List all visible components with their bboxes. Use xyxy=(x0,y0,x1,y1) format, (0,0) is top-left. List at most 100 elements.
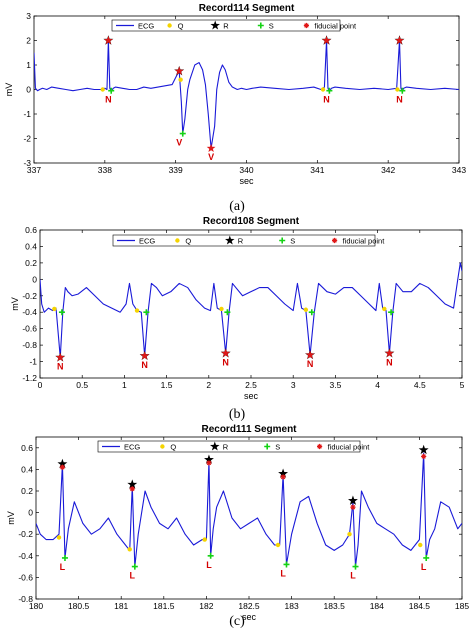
y-axis-label: mV xyxy=(6,511,16,525)
fiducial-point-marker xyxy=(322,35,331,45)
q-point-marker xyxy=(127,547,132,552)
legend-entry-label: Q xyxy=(185,236,191,245)
beat-type-label: N xyxy=(141,360,148,370)
fiducial-point-marker xyxy=(280,474,286,480)
legend-fiducial-swatch xyxy=(332,237,338,244)
y-tick-label: -1 xyxy=(29,357,37,367)
x-tick-label: 2 xyxy=(206,380,211,390)
x-axis-label: sec xyxy=(239,176,254,186)
legend-q-swatch xyxy=(175,238,180,243)
beat-type-label: N xyxy=(323,95,330,105)
y-tick-label: -1.2 xyxy=(22,373,37,383)
s-point-marker xyxy=(388,309,395,316)
beat-type-label: N xyxy=(396,95,403,105)
r-point-marker xyxy=(127,479,138,489)
x-tick-label: 1 xyxy=(122,380,127,390)
x-tick-label: 0.5 xyxy=(76,380,88,390)
q-point-marker xyxy=(418,542,423,548)
legend-r-swatch xyxy=(225,235,235,245)
y-tick-label: 0.4 xyxy=(21,464,33,474)
x-axis-label: sec xyxy=(242,612,257,622)
s-point-marker xyxy=(399,87,406,94)
x-tick-label: 182.5 xyxy=(238,601,260,611)
panel-caption: (a) xyxy=(229,199,245,214)
s-point-marker xyxy=(207,552,214,559)
fiducial-point-marker xyxy=(385,348,394,358)
legend-box xyxy=(97,440,361,453)
legend-q-swatch xyxy=(160,444,165,449)
fiducial-point-marker xyxy=(55,352,65,362)
ecg-series-line xyxy=(40,262,462,358)
beat-type-label: N xyxy=(57,361,64,371)
beat-type-label: V xyxy=(208,152,214,162)
y-tick-label: 2 xyxy=(26,36,31,46)
q-point-marker xyxy=(52,306,57,312)
x-tick-label: 2.5 xyxy=(245,380,257,390)
x-tick-label: 337 xyxy=(27,165,41,175)
y-tick-label: -0.8 xyxy=(22,340,37,350)
x-tick-label: 3 xyxy=(291,380,296,390)
x-tick-label: 1.5 xyxy=(161,380,173,390)
r-point-marker xyxy=(204,454,214,464)
x-tick-label: 181.5 xyxy=(153,601,175,611)
beat-type-label: N xyxy=(307,359,314,369)
fiducial-point-marker xyxy=(206,143,216,153)
chart-title: Record108 Segment xyxy=(203,216,300,227)
y-axis-label: mV xyxy=(4,83,14,97)
q-point-marker xyxy=(395,87,400,92)
x-tick-label: 338 xyxy=(98,165,112,175)
y-tick-label: 0.2 xyxy=(25,258,37,268)
y-tick-label: 3 xyxy=(26,11,31,21)
q-point-marker xyxy=(275,542,281,548)
y-tick-label: -0.8 xyxy=(18,594,33,604)
x-tick-label: 341 xyxy=(310,165,324,175)
s-point-marker xyxy=(143,309,150,316)
q-point-marker xyxy=(303,307,309,312)
legend-entry-label: S xyxy=(275,442,280,451)
s-point-marker xyxy=(423,554,430,561)
q-point-marker xyxy=(382,306,387,312)
x-tick-label: 342 xyxy=(381,165,395,175)
legend-fiducial-swatch xyxy=(317,443,323,450)
plot-frame xyxy=(35,436,463,600)
y-tick-label: -0.6 xyxy=(22,324,37,334)
fiducial-point-marker xyxy=(206,460,212,466)
panel-caption: (b) xyxy=(229,407,246,422)
chart-panel-1: Record114 Segment 337 338 339 340 341 342 343 -3… xyxy=(4,3,466,214)
x-tick-label: 180 xyxy=(29,601,43,611)
legend-entry-label: S xyxy=(269,21,274,30)
legend-entry-label: ECG xyxy=(124,442,140,451)
legend-entry-label: ECG xyxy=(139,236,155,245)
q-point-marker xyxy=(347,532,352,537)
y-tick-label: -0.4 xyxy=(22,307,37,317)
beat-type-label: L xyxy=(350,571,356,581)
y-tick-label: 0.6 xyxy=(21,443,33,453)
s-point-marker xyxy=(61,554,68,561)
legend-entry-label: R xyxy=(238,236,244,245)
fiducial-point-marker xyxy=(174,66,184,75)
legend-entry-label: Q xyxy=(170,442,176,451)
beat-type-label: L xyxy=(60,562,66,572)
y-tick-label: 0.6 xyxy=(25,225,37,235)
chart-title: Record111 Segment xyxy=(201,424,297,435)
x-tick-label: 340 xyxy=(239,165,253,175)
beat-type-label: V xyxy=(176,138,182,148)
fiducial-point-marker xyxy=(129,486,135,492)
legend-s-swatch xyxy=(279,237,286,244)
y-tick-label: 1 xyxy=(26,60,31,70)
y-tick-label: -2 xyxy=(23,134,31,144)
legend-box xyxy=(112,234,376,247)
x-tick-label: 185 xyxy=(455,601,469,611)
q-point-marker xyxy=(202,537,207,542)
s-point-marker xyxy=(283,561,290,568)
q-point-marker xyxy=(219,306,224,312)
beat-type-label: L xyxy=(421,562,427,572)
x-tick-label: 180.5 xyxy=(68,601,90,611)
y-tick-label: 0 xyxy=(28,508,33,518)
legend-entry-label: fiducial point xyxy=(343,236,386,245)
legend-s-swatch xyxy=(264,443,271,450)
beat-type-label: L xyxy=(280,568,286,578)
q-point-marker xyxy=(100,87,105,92)
